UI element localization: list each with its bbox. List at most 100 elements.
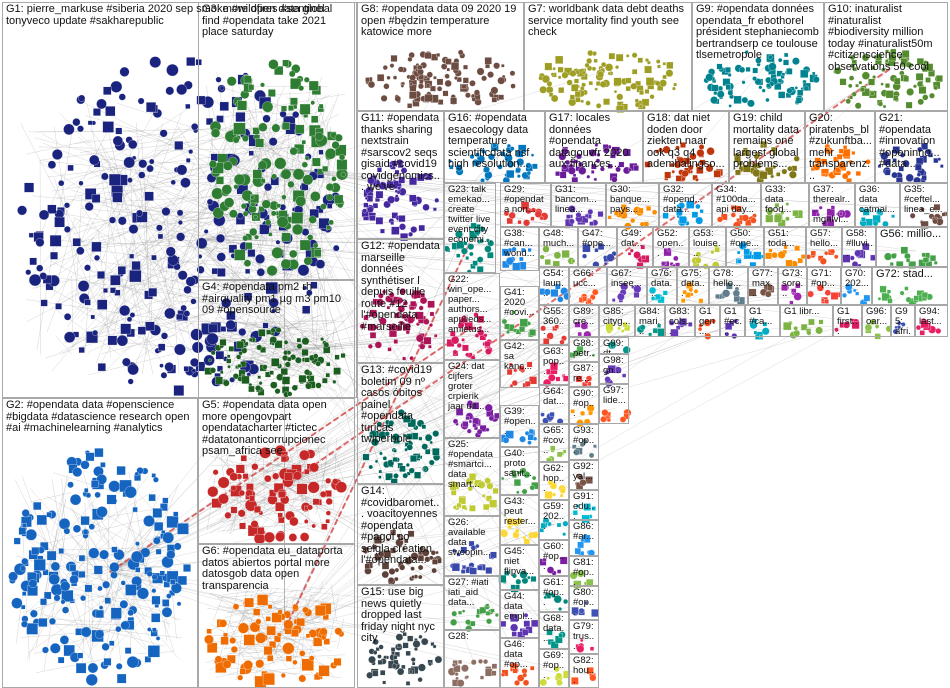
edge <box>82 471 102 538</box>
node <box>38 209 50 221</box>
group-box-g73: G73: soro... <box>778 267 807 305</box>
edge <box>123 240 136 298</box>
edge <box>83 268 316 335</box>
edge <box>24 525 113 587</box>
node <box>76 246 85 256</box>
edge <box>226 624 294 640</box>
edge <box>82 253 178 287</box>
node <box>302 285 308 291</box>
group-box-g7: G7: worldbank data debt deaths service m… <box>524 2 692 111</box>
node <box>177 270 188 281</box>
group-label: G98: gn... <box>603 355 627 376</box>
group-label: G31: bancom... linea... <box>555 184 600 215</box>
edge <box>197 239 556 562</box>
edge <box>303 635 318 661</box>
group-box-g71: G71: #op... <box>807 267 841 305</box>
group-label: G14: #covidbaromet... voacitoyennes #ope… <box>361 485 441 566</box>
node <box>91 241 102 252</box>
edge <box>111 269 281 314</box>
edge <box>118 123 163 290</box>
edge <box>218 113 340 176</box>
group-box-g46: G46: data #op... <box>500 638 539 688</box>
group-box-g86: G86: #ar... <box>569 520 599 556</box>
edge <box>59 112 200 255</box>
edge <box>244 593 320 611</box>
node <box>17 205 28 216</box>
node <box>67 164 74 172</box>
group-box-g98: G98: gn... <box>599 354 629 384</box>
edge <box>228 651 260 654</box>
edge <box>284 168 859 290</box>
group-box-g12: G12: #opendata marseille données synthét… <box>357 239 444 363</box>
node <box>35 237 45 247</box>
group-box-g29: G29: #opendata non... <box>500 183 551 227</box>
node <box>109 216 116 224</box>
node <box>78 94 86 102</box>
edge <box>329 595 339 639</box>
group-label: G86: #ar... <box>573 521 597 542</box>
group-box-g75: G75: data... <box>677 267 709 305</box>
group-label: G82: hou... <box>573 655 597 686</box>
edge <box>284 168 788 210</box>
group-label: G10: inaturalist #inaturalist #biodivers… <box>828 3 936 73</box>
node <box>248 150 254 156</box>
group-box-g9: G9: #opendata données opendata_fr ebotho… <box>692 2 824 111</box>
group-box-g8: G8: #opendata data 09 2020 19 open #będz… <box>357 2 524 111</box>
group-label: G46: data #op... <box>504 639 528 670</box>
node <box>176 209 184 217</box>
edge <box>329 372 343 379</box>
edge <box>284 324 810 631</box>
node <box>40 299 48 307</box>
group-label: G87: re... <box>573 363 597 384</box>
group-label: G32: #opend... data... <box>663 184 706 215</box>
node <box>51 149 63 160</box>
node <box>93 108 101 116</box>
node <box>297 264 310 277</box>
group-box-g57: G57: hello... <box>806 227 842 267</box>
group-box-g37: G37: therealr... mgalvi... <box>809 183 855 227</box>
group-box-g2: G2: #opendata data #openscience #bigdata… <box>2 398 198 688</box>
edge <box>102 250 339 281</box>
group-label: G7: worldbank data debt deaths service m… <box>528 3 688 38</box>
group-box-g25: G25: #opendata #smartci... data smart... <box>444 438 500 516</box>
edge <box>284 253 522 486</box>
node <box>93 254 101 261</box>
edge <box>242 347 272 361</box>
group-box-g16: G16: #opendata esaecology data temperatu… <box>444 111 545 183</box>
edge <box>73 217 165 269</box>
node <box>63 313 72 321</box>
edge <box>26 234 191 323</box>
group-label: G21: #opendata #innovation #openinno... … <box>879 112 943 170</box>
edge <box>66 109 326 181</box>
edge <box>228 604 330 612</box>
group-label: G34: #100da... api day... <box>716 184 759 215</box>
edge <box>69 506 113 573</box>
node <box>112 192 123 203</box>
group-box-g36: G36: data catmai... <box>855 183 900 227</box>
edge <box>266 442 280 467</box>
group-box-g76: G76: data... <box>647 267 677 305</box>
edge <box>46 219 90 333</box>
group-box-g70: G70: 202... <box>841 267 872 305</box>
group-label: G89: cre... <box>573 306 597 327</box>
group-label: G79: trus... <box>573 621 597 652</box>
edge <box>284 485 522 619</box>
group-label: G30: banque... pays... <box>610 184 653 215</box>
node <box>148 158 155 165</box>
group-box-g62: G62: hop... <box>539 462 569 500</box>
node <box>170 179 176 185</box>
group-label: G5: #opendata data open more opengovpart… <box>202 399 330 457</box>
edge <box>26 139 93 155</box>
edge <box>209 455 320 485</box>
node <box>164 307 176 320</box>
edge <box>96 244 181 336</box>
node <box>190 298 197 305</box>
edge <box>253 445 264 447</box>
group-label: G40: proto sanit... <box>504 448 532 479</box>
group-label: G2: #opendata data #openscience #bigdata… <box>6 399 193 434</box>
group-box-g87: G87: re... <box>569 362 599 387</box>
group-label: G38: #can... wond... <box>504 228 536 259</box>
group-box-g89: G89: cre... <box>569 305 599 337</box>
edge <box>39 162 41 355</box>
